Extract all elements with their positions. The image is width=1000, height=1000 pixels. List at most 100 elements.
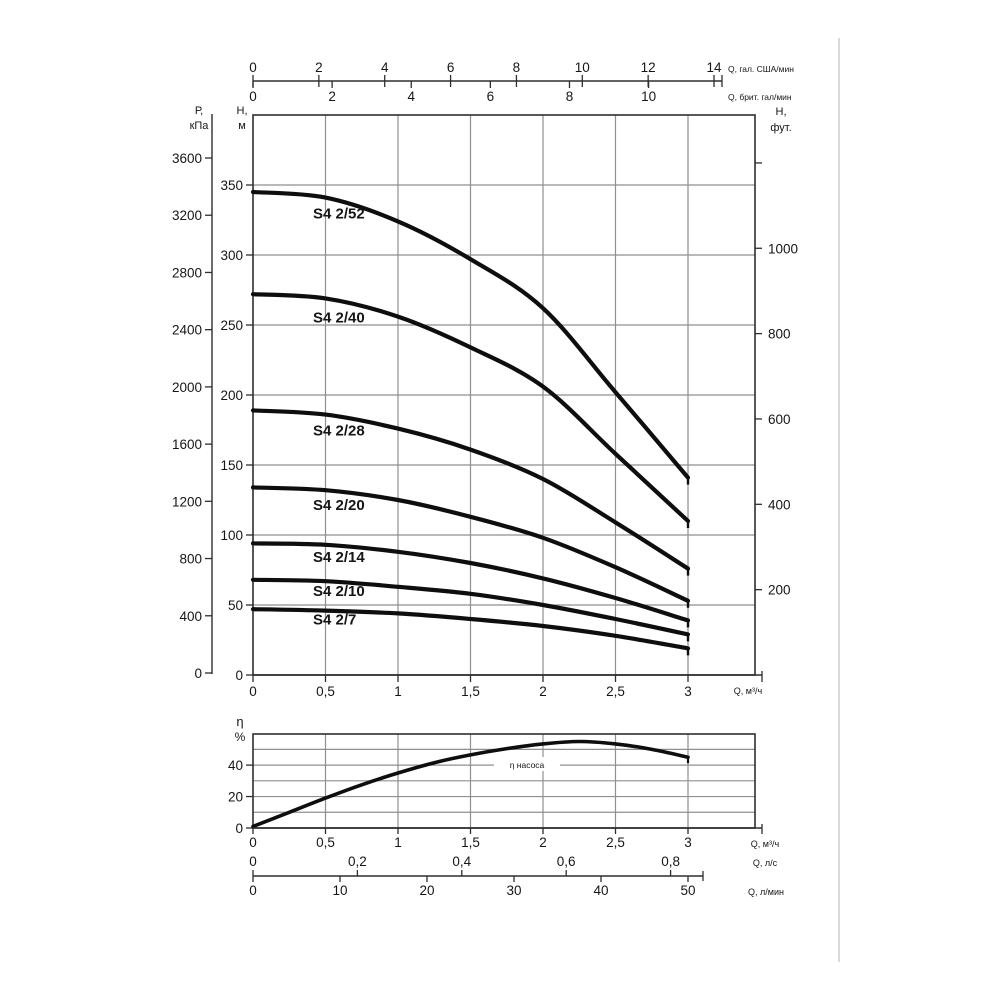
curve-label-s4-2-20: S4 2/20: [313, 497, 365, 514]
p-kpa-tick-label: 2800: [172, 265, 202, 280]
axis-p-kpa: 0 400 800 1200 1600 2000 2400 2800 3200 3600 Р, кПа: [172, 105, 213, 681]
us-gpm-axis-title: Q, гал. США/мин: [728, 64, 794, 74]
us-gpm-tick-label: 8: [513, 60, 521, 75]
h-m-tick-label: 350: [220, 178, 243, 193]
p-kpa-tick-label: 3600: [172, 151, 202, 166]
l-min-tick-label: 20: [419, 883, 434, 898]
h-ft-tick-label: 200: [768, 583, 791, 598]
q-m3h-axis-title: Q, м³/ч: [734, 686, 763, 696]
curve-s4-2-28: [250, 408, 691, 571]
us-gpm-tick-label: 12: [641, 60, 656, 75]
p-kpa-tick-label: 1600: [172, 437, 202, 452]
p-kpa-tick-label: 2400: [172, 323, 202, 338]
p-kpa-tick-label: 800: [179, 552, 202, 567]
q-m3h-tick-label: 2,5: [606, 835, 625, 850]
q-m3h-tick-label: 1: [394, 835, 402, 850]
us-gpm-tick-label: 10: [575, 60, 590, 75]
l-min-tick-label: 30: [506, 883, 521, 898]
imp-gpm-tick-label: 10: [641, 89, 656, 104]
h-m-tick-label: 150: [220, 458, 243, 473]
imp-gpm-tick-label: 6: [487, 89, 495, 104]
axis-h-ft: 200 400 600 800 1000 Н, фут.: [755, 106, 798, 598]
l-s-tick-label: 0: [249, 854, 257, 869]
h-ft-tick-label: 800: [768, 327, 791, 342]
l-min-tick-label: 50: [680, 883, 695, 898]
eta-axis-title: η: [236, 714, 243, 729]
h-m-tick-label: 300: [220, 248, 243, 263]
h-m-axis-title: Н,: [237, 105, 248, 117]
h-m-tick-label: 200: [220, 388, 243, 403]
curve-label-eta: η насоса: [510, 760, 545, 770]
l-s-axis-title: Q, л/с: [753, 858, 778, 868]
eta-tick-label: 0: [235, 821, 243, 836]
us-gpm-tick-label: 4: [381, 60, 389, 75]
q-m3h-tick-label: 3: [684, 835, 692, 850]
h-ft-tick-label: 1000: [768, 241, 798, 256]
imp-gpm-axis-title: Q, брит. гал/мин: [728, 92, 792, 102]
axis-q-m3h: 0 0,5 1 1,5 2 2,5 3 Q, м³/ч: [249, 671, 763, 699]
curve-s4-2-14: [250, 541, 691, 623]
us-gpm-tick-label: 14: [707, 60, 723, 75]
curve-s4-2-20: [250, 485, 691, 603]
curve-s4-2-40: [250, 292, 691, 524]
eta-axis-title: %: [235, 730, 246, 744]
curve-s4-2-10: [250, 577, 691, 637]
curve-label-s4-2-52: S4 2/52: [313, 206, 365, 223]
eta-label-mask: [494, 757, 560, 771]
h-m-tick-label: 250: [220, 318, 243, 333]
eta-tick-label: 40: [228, 758, 243, 773]
q-m3h-tick-label: 1,5: [461, 835, 480, 850]
p-kpa-tick-label: 0: [194, 666, 202, 681]
q-m3h-tick-label: 0,5: [316, 684, 335, 699]
p-kpa-tick-label: 400: [179, 609, 202, 624]
eta-tick-label: 20: [228, 790, 243, 805]
l-min-tick-label: 40: [593, 883, 608, 898]
curve-label-s4-2-28: S4 2/28: [313, 423, 365, 440]
l-s-tick-label: 0,2: [348, 854, 367, 869]
us-gpm-tick-label: 2: [315, 60, 323, 75]
q-m3h-tick-label: 1: [394, 684, 402, 699]
l-min-axis-title: Q, л/мин: [748, 887, 784, 897]
imp-gpm-tick-label: 8: [566, 89, 574, 104]
p-kpa-axis-title: кПа: [190, 120, 210, 132]
h-m-tick-label: 100: [220, 528, 243, 543]
curve-s4-2-7: [250, 607, 691, 651]
main-chart: 050100150200250300350Н,м0400800120016002…: [172, 60, 798, 699]
h-m-tick-label: 0: [235, 668, 243, 683]
h-m-axis-title: м: [238, 120, 246, 132]
h-ft-tick-label: 400: [768, 497, 791, 512]
q-m3h-tick-label: 0,5: [316, 835, 335, 850]
l-s-tick-label: 0,4: [452, 854, 471, 869]
h-ft-axis-title: фут.: [770, 122, 791, 134]
l-s-tick-label: 0,8: [661, 854, 680, 869]
us-gpm-tick-label: 0: [249, 60, 257, 75]
curve-label-s4-2-40: S4 2/40: [313, 309, 365, 326]
axis-eta: 0 20 40 η%: [228, 714, 253, 836]
q-m3h-axis-title: Q, м³/ч: [751, 839, 780, 849]
q-m3h-tick-label: 0: [249, 835, 257, 850]
p-kpa-axis-title: Р,: [195, 105, 203, 117]
q-m3h-tick-label: 1,5: [461, 684, 480, 699]
l-min-tick-label: 10: [332, 883, 347, 898]
h-m-tick-label: 50: [228, 598, 243, 613]
eff-curve-group: η насоса: [251, 739, 690, 829]
curve-label-s4-2-7: S4 2/7: [313, 612, 356, 629]
h-ft-axis-title: Н,: [776, 106, 787, 118]
q-m3h-tick-label: 2,5: [606, 684, 625, 699]
curve-label-s4-2-10: S4 2/10: [313, 583, 365, 600]
imp-gpm-tick-label: 4: [407, 89, 415, 104]
imp-gpm-tick-label: 0: [249, 89, 257, 104]
imp-gpm-tick-label: 2: [328, 89, 336, 104]
curve-eta: [251, 739, 690, 829]
q-m3h-tick-label: 2: [539, 684, 547, 699]
eff-axis-q-m3h: 0 0,5 1 1,5 2 2,5 3 Q, м³/ч: [249, 824, 779, 850]
curve-s4-2-52: [250, 189, 691, 480]
axis-ls-lmin: 0 0,2 0,4 0,6 0,8 Q, л/с 0 10 20 30 40 50 Q, л/мин: [249, 854, 784, 898]
p-kpa-tick-label: 1200: [172, 494, 202, 509]
h-ft-tick-label: 600: [768, 412, 791, 427]
p-kpa-tick-label: 3200: [172, 208, 202, 223]
